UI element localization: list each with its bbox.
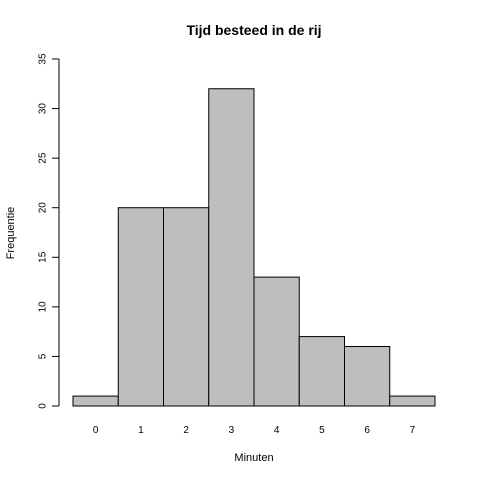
y-tick-label-10: 10 bbox=[38, 301, 49, 313]
x-axis-label: Minuten bbox=[234, 452, 273, 464]
x-tick-labels: 0 1 2 3 4 5 6 7 bbox=[93, 425, 416, 436]
bar-6 bbox=[344, 346, 391, 407]
bar-2 bbox=[163, 207, 210, 407]
x-tick-label-2: 2 bbox=[183, 425, 189, 436]
y-tick-label-35: 35 bbox=[38, 53, 49, 65]
x-tick-label-1: 1 bbox=[138, 425, 144, 436]
bar-5 bbox=[298, 336, 345, 407]
bar-3 bbox=[208, 88, 255, 407]
bar-4 bbox=[253, 276, 300, 407]
x-tick-label-4: 4 bbox=[274, 425, 280, 436]
x-tick-label-0: 0 bbox=[93, 425, 99, 436]
x-tick-label-6: 6 bbox=[364, 425, 370, 436]
y-tick-label-0: 0 bbox=[38, 403, 49, 409]
bar-7 bbox=[389, 395, 436, 407]
bars-group bbox=[72, 88, 436, 407]
y-tick-label-30: 30 bbox=[38, 103, 49, 115]
y-tick-label-25: 25 bbox=[38, 152, 49, 164]
bar-1 bbox=[117, 207, 164, 407]
y-axis-label: Frequentie bbox=[5, 207, 17, 260]
y-tick-label-15: 15 bbox=[38, 251, 49, 263]
y-tick-label-20: 20 bbox=[38, 202, 49, 214]
chart-title: Tijd besteed in de rij bbox=[186, 22, 321, 38]
bar-0 bbox=[72, 395, 119, 407]
x-tick-label-7: 7 bbox=[410, 425, 416, 436]
x-tick-label-3: 3 bbox=[229, 425, 235, 436]
x-tick-label-5: 5 bbox=[319, 425, 325, 436]
y-tick-label-5: 5 bbox=[38, 353, 49, 359]
y-axis: 0 5 10 15 20 25 30 35 bbox=[38, 53, 60, 409]
